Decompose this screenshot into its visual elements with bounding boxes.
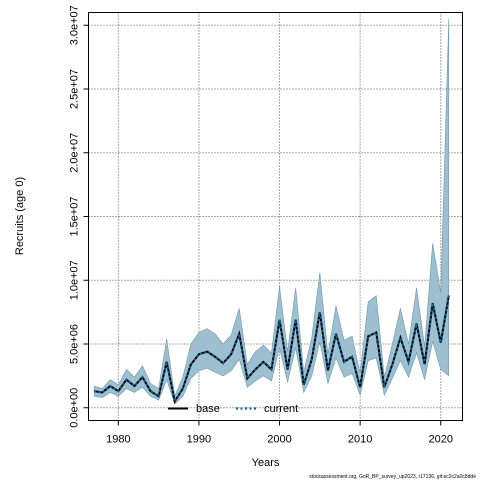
x-tick-label-2010: 2010 [348,434,372,446]
series-line-current [93,295,450,405]
y-tick-label-6: 3.0e+07 [69,5,81,45]
x-tick-label-2000: 2000 [267,434,291,446]
confidence-band [93,18,450,405]
y-tick-label-5: 2.5e+07 [69,69,81,109]
y-axis-title: Recruits (age 0) [14,177,26,255]
x-tick-label-1980: 1980 [106,434,130,446]
legend-label-current: current [264,403,298,415]
legend-label-base: base [196,403,220,415]
y-tick-label-4: 2.0e+07 [69,133,81,173]
y-tick-label-3: 1.5e+07 [69,196,81,236]
axes: 1980 1990 2000 2010 2020 0.0e+00 5.0e+06 1.0e+0… [69,5,453,445]
x-tick-label-2020: 2020 [428,434,452,446]
y-tick-label-0: 0.0e+00 [69,388,81,428]
legend: base current [168,403,298,415]
footnote: stockassessment.org, GoR_BP_survey_up202… [309,474,476,480]
x-axis-title: Years [252,457,280,469]
y-tick-label-1: 5.0e+06 [69,324,81,364]
y-tick-label-2: 1.0e+07 [69,260,81,300]
x-tick-label-1990: 1990 [187,434,211,446]
